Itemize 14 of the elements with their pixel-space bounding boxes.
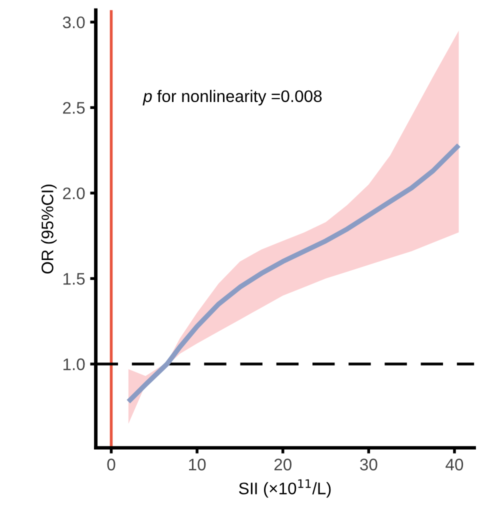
y-tick-label: 3.0 bbox=[62, 16, 85, 28]
y-tick-label: 2.0 bbox=[63, 187, 85, 200]
y-tick-label: 1.0 bbox=[63, 358, 85, 370]
y-axis-title: OR (95%CI) bbox=[41, 184, 57, 274]
x-tick-label: 0 bbox=[107, 458, 116, 470]
x-tick-label: 20 bbox=[274, 458, 292, 470]
x-tick-label: 30 bbox=[360, 458, 378, 470]
x-axis-title: SII (×10$^{11}$/L) bbox=[239, 479, 331, 498]
line-series bbox=[126, 142, 462, 404]
y-tick-label: 2.5 bbox=[63, 102, 85, 114]
x-tick-label: 40 bbox=[446, 458, 464, 470]
x-tick-label: 10 bbox=[189, 458, 206, 470]
annotation: p for nonlinearity =0.008 bbox=[142, 90, 322, 106]
y-tick-label: 1.5 bbox=[63, 273, 85, 285]
